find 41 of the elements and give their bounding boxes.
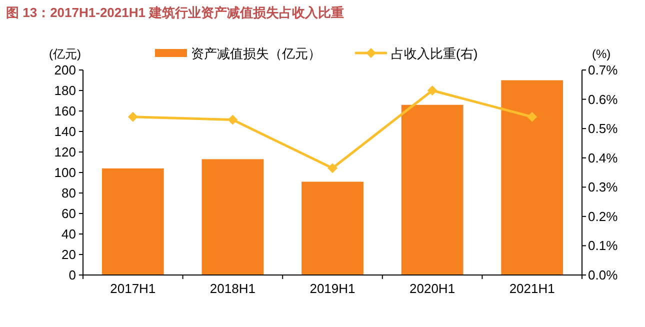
legend: 占收入比重(右): [355, 46, 478, 61]
bar: [102, 168, 164, 275]
y2-tick-label: 0.3%: [588, 180, 618, 195]
y-tick-label: 100: [54, 165, 76, 180]
point: [527, 112, 538, 122]
chart-title: 图 13：2017H1-2021H1 建筑行业资产减值损失占收入比重: [6, 5, 344, 20]
point: [427, 86, 438, 96]
point: [328, 163, 338, 174]
bar: [501, 80, 564, 275]
y-tick-label: 20: [62, 247, 76, 262]
y2-tick-label: 0.4%: [588, 150, 618, 166]
y2-tick-label: 0.2%: [588, 208, 618, 224]
bar: [401, 104, 464, 275]
legend: 资产减值损失（亿元）: [155, 46, 321, 61]
x-tick-label: 2019H1: [310, 281, 356, 296]
y-tick-label: 80: [62, 186, 76, 200]
y-tick-label: 0: [68, 268, 76, 282]
point: [128, 112, 138, 122]
y-tick-label: 180: [54, 83, 76, 98]
x-tick-label: 2017H1: [110, 281, 156, 296]
x-tick-label: 2018H1: [210, 281, 256, 296]
y-tick-label: 120: [54, 144, 76, 160]
y-tick-label: 40: [62, 226, 76, 242]
y2-tick-label: 0.5%: [588, 121, 618, 136]
x-tick-label: 2021H1: [509, 281, 555, 296]
bar: [202, 159, 264, 275]
y2-tick-label: 0.1%: [588, 238, 618, 254]
x-tick-label: 2020H1: [410, 281, 456, 296]
point: [228, 114, 238, 125]
y-tick-label: 140: [54, 124, 76, 139]
y2-tick-label: 0.7%: [588, 62, 618, 78]
y-tick-label: 60: [62, 206, 76, 221]
legend-label: 资产减值损失（亿元）: [191, 46, 321, 61]
y2-axis-title: (%): [592, 47, 611, 61]
y-axis-title: (亿元): [49, 47, 81, 61]
bar: [302, 182, 364, 275]
y2-tick-label: 0.6%: [588, 92, 618, 107]
y-tick-label: 160: [54, 104, 76, 118]
legend-label: 占收入比重(右): [391, 46, 478, 61]
y-tick-label: 200: [54, 62, 76, 78]
y2-tick-label: 0.0%: [588, 268, 618, 282]
